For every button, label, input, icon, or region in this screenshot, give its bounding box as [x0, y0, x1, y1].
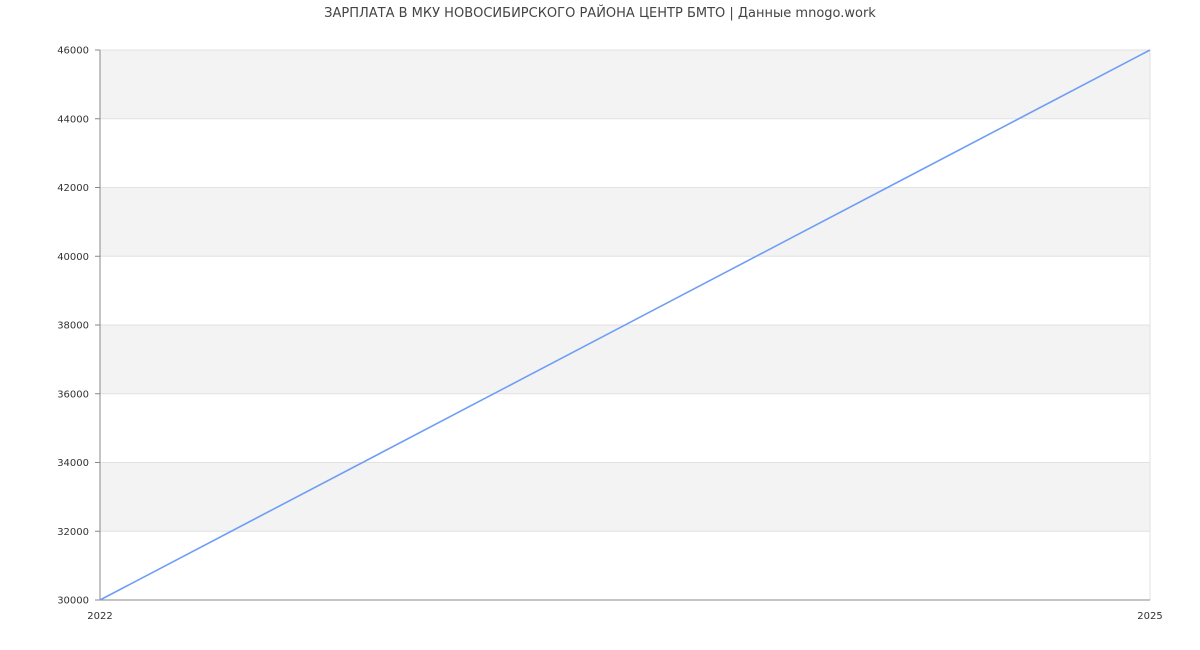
y-tick-label: 40000: [57, 252, 89, 263]
chart-title: ЗАРПЛАТА В МКУ НОВОСИБИРСКОГО РАЙОНА ЦЕН…: [324, 6, 876, 21]
y-tick-label: 32000: [57, 527, 89, 538]
grid-band: [100, 50, 1150, 119]
x-tick-label: 2025: [1137, 611, 1162, 622]
y-tick-label: 36000: [57, 389, 89, 400]
grid-band: [100, 187, 1150, 257]
y-tick-label: 42000: [57, 183, 89, 194]
series-line: [99, 49, 1151, 601]
x-tick-label: 2022: [87, 611, 112, 622]
y-tick-label: 34000: [57, 458, 89, 469]
y-tick-label: 38000: [57, 321, 89, 332]
grid-band: [100, 325, 1150, 394]
y-tick-label: 46000: [57, 46, 89, 57]
y-tick-label: 30000: [57, 596, 89, 607]
y-tick-label: 44000: [57, 114, 89, 125]
grid-band: [100, 462, 1150, 532]
